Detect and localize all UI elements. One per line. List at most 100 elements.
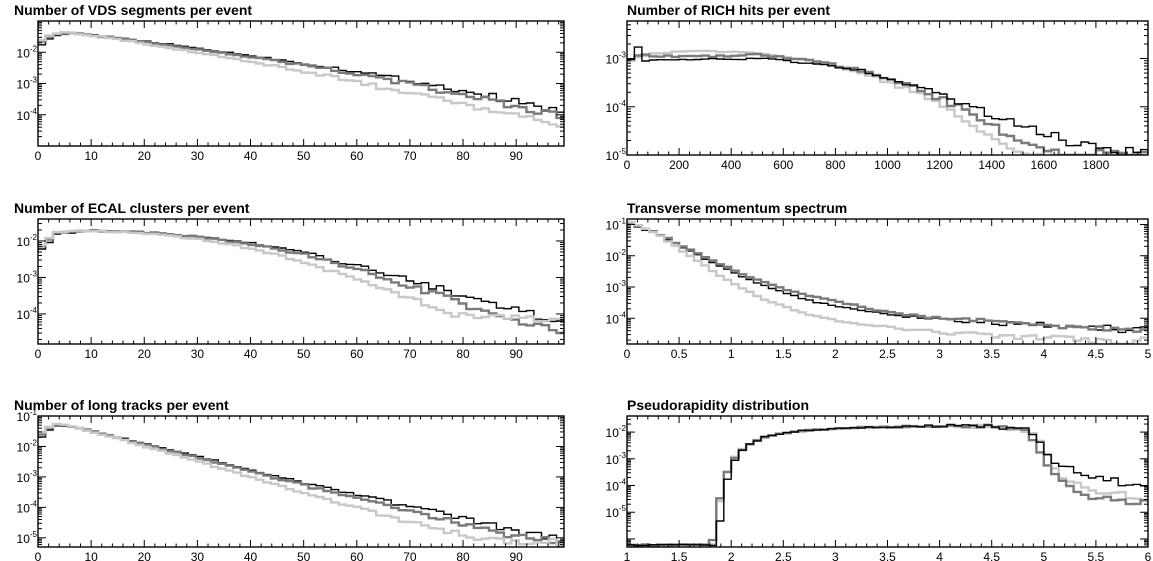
x-tick-label: 70 <box>403 149 417 163</box>
x-tick-label: 90 <box>510 347 524 361</box>
panel-ecal: Number of ECAL clusters per event 0 10 20 30… <box>14 200 565 361</box>
y-tick-label: 10-5 <box>606 504 627 520</box>
series-dark_gray-line <box>38 229 564 335</box>
x-tick-label: 20 <box>138 347 152 361</box>
series-dark_gray-line <box>38 31 564 120</box>
x-tick-label: 80 <box>456 149 470 163</box>
series-light_gray-line <box>38 31 564 129</box>
x-tick-label: 0 <box>35 149 42 163</box>
x-tick-label: 2 <box>832 347 839 361</box>
x-tick-label: 0 <box>624 347 631 361</box>
plot-frame <box>37 218 565 345</box>
x-tick-label: 5 <box>1040 550 1047 561</box>
panel-vds: Number of VDS segments per event 0 10 20 30 4… <box>14 2 565 163</box>
x-tick-label: 1.5 <box>671 550 688 561</box>
y-tick-label: 10-5 <box>606 147 627 163</box>
x-tick-label: 3 <box>936 347 943 361</box>
x-tick-label: 6 <box>1145 550 1152 561</box>
x-tick-label: 30 <box>191 347 205 361</box>
panel-title: Number of VDS segments per event <box>14 2 252 18</box>
x-tick-label: 3.5 <box>983 347 1000 361</box>
x-tick-label: 70 <box>403 550 417 561</box>
series-light_gray-line <box>627 220 1148 344</box>
series-black-line <box>38 230 564 323</box>
x-tick-label: 10 <box>84 149 98 163</box>
y-tick-label: 10-4 <box>17 499 38 515</box>
y-tick-label: 10-4 <box>17 107 38 123</box>
x-tick-label: 1400 <box>978 158 1005 172</box>
x-tick-label: 4.5 <box>983 550 1000 561</box>
y-tick-label: 10-1 <box>17 408 38 424</box>
x-tick-label: 0 <box>35 347 42 361</box>
x-tick-label: 2 <box>728 550 735 561</box>
x-tick-label: 4 <box>936 550 943 561</box>
x-tick-label: 3 <box>832 550 839 561</box>
x-tick-label: 30 <box>191 550 205 561</box>
panel-eta: Pseudorapidity distribution 1 1.5 2 2.5 3 3.5 4… <box>606 397 1152 561</box>
panel-tracks: Number of long tracks per event 0 10 20 30 40… <box>14 397 565 561</box>
series-black-line <box>627 223 1148 334</box>
x-tick-label: 50 <box>297 149 311 163</box>
y-tick-label: 10-2 <box>17 233 38 249</box>
panel-rich: Number of RICH hits per event 0 200 400 600 8… <box>606 2 1149 172</box>
x-tick-label: 800 <box>825 158 845 172</box>
y-tick-label: 10-4 <box>606 478 627 494</box>
x-tick-label: 80 <box>456 550 470 561</box>
series-dark_gray-line <box>38 423 564 545</box>
y-tick-label: 10-2 <box>606 424 627 440</box>
y-tick-label: 10-4 <box>606 310 627 326</box>
y-tick-label: 10-3 <box>606 51 627 67</box>
x-tick-label: 20 <box>138 149 152 163</box>
x-tick-label: 1 <box>728 347 735 361</box>
series-light_gray-line <box>627 49 1148 155</box>
panel-title: Transverse momentum spectrum <box>627 200 847 216</box>
x-tick-label: 60 <box>350 347 364 361</box>
x-tick-label: 0 <box>35 550 42 561</box>
y-tick-label: 10-4 <box>606 99 627 115</box>
series-light_gray-line <box>38 422 564 547</box>
panel-pt: Transverse momentum spectrum 0 0.5 1 1.5 2 2.5… <box>606 200 1152 361</box>
x-tick-label: 50 <box>297 550 311 561</box>
series-light_gray-line <box>38 229 564 323</box>
x-tick-label: 2.5 <box>879 347 896 361</box>
series-dark_gray-line <box>627 222 1148 333</box>
x-tick-label: 0.5 <box>671 347 688 361</box>
y-tick-label: 10-3 <box>606 451 627 467</box>
series-dark_gray-line <box>627 52 1148 155</box>
x-tick-label: 20 <box>138 550 152 561</box>
y-tick-label: 10-3 <box>17 76 38 92</box>
x-tick-label: 1 <box>624 550 631 561</box>
x-tick-label: 40 <box>244 149 258 163</box>
x-tick-label: 3.5 <box>879 550 896 561</box>
panel-title: Pseudorapidity distribution <box>627 397 809 413</box>
x-tick-label: 2.5 <box>775 550 792 561</box>
series-black-line <box>627 46 1148 155</box>
y-tick-label: 10-3 <box>17 469 38 485</box>
x-tick-label: 4.5 <box>1088 347 1105 361</box>
y-tick-label: 10-4 <box>17 306 38 322</box>
x-tick-label: 10 <box>84 347 98 361</box>
x-tick-label: 70 <box>403 347 417 361</box>
series-black-line <box>627 423 1148 547</box>
x-tick-label: 60 <box>350 550 364 561</box>
x-tick-label: 5 <box>1145 347 1152 361</box>
x-tick-label: 40 <box>244 550 258 561</box>
x-tick-label: 5.5 <box>1088 550 1105 561</box>
x-tick-label: 90 <box>510 550 524 561</box>
x-tick-label: 1600 <box>1030 158 1057 172</box>
x-tick-label: 400 <box>721 158 741 172</box>
y-tick-label: 10-5 <box>17 530 38 546</box>
x-tick-label: 50 <box>297 347 311 361</box>
x-tick-label: 1200 <box>926 158 953 172</box>
x-tick-label: 1000 <box>874 158 901 172</box>
x-tick-label: 200 <box>669 158 689 172</box>
x-tick-label: 80 <box>456 347 470 361</box>
x-tick-label: 1800 <box>1083 158 1110 172</box>
x-tick-label: 600 <box>773 158 793 172</box>
panel-title: Number of ECAL clusters per event <box>14 200 250 216</box>
x-tick-label: 10 <box>84 550 98 561</box>
x-tick-label: 90 <box>510 149 524 163</box>
panel-title: Number of RICH hits per event <box>627 2 830 18</box>
x-tick-label: 30 <box>191 149 205 163</box>
y-tick-label: 10-1 <box>606 217 627 233</box>
